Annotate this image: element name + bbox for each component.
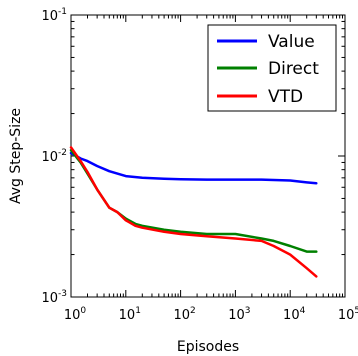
y-tick-label: 10-3: [41, 289, 67, 306]
x-tick-label: 104: [283, 306, 306, 323]
x-tick-label: 103: [228, 306, 250, 323]
legend-label-vtd: VTD: [268, 87, 303, 107]
series-lines: [69, 146, 318, 278]
legend: Value Direct VTD: [207, 24, 337, 112]
x-tick-label: 105: [338, 306, 358, 323]
series-line-vtd: [69, 146, 318, 278]
x-tick-label: 101: [119, 306, 141, 323]
x-axis-label: Episodes: [177, 339, 239, 355]
series-line-value: [69, 151, 318, 185]
y-tick-label: 10-2: [41, 148, 67, 165]
y-tick-label: 10-1: [41, 7, 67, 24]
x-tick-label: 100: [64, 306, 87, 323]
legend-label-value: Value: [268, 32, 315, 52]
axis-ticks: 100 101 102 103 104 105 10-3 10-2 10-1: [41, 7, 358, 323]
x-tick-label: 102: [173, 306, 195, 323]
legend-label-direct: Direct: [268, 59, 319, 79]
y-axis-label: Avg Step-Size: [8, 108, 24, 204]
